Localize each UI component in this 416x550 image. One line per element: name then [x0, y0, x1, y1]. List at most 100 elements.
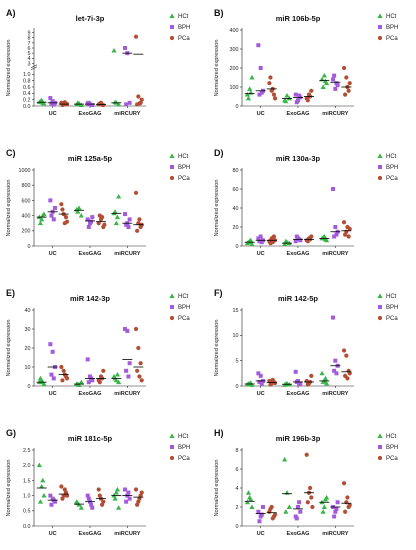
- data-point-hct: [283, 381, 289, 386]
- data-point-bph: [48, 493, 53, 498]
- data-point-hct: [39, 483, 45, 489]
- data-point-hct: [248, 237, 254, 243]
- panel-e: E) miR 142-3p 0 10 20 30 40 Normalized expressi…: [6, 288, 190, 397]
- data-point-pca: [309, 495, 314, 500]
- data-point-bph: [90, 505, 95, 510]
- data-point-pca: [343, 509, 348, 514]
- x-category-label: UC: [257, 391, 265, 397]
- data-point-bph: [49, 372, 54, 377]
- data-point-bph: [49, 213, 54, 218]
- data-point-pca: [341, 65, 347, 71]
- y-tick-label: 20: [233, 225, 239, 231]
- data-point-pca: [308, 485, 313, 491]
- data-point-bph: [332, 234, 337, 239]
- y-axis-label: Normalized expression: [214, 460, 220, 517]
- x-category-label: ExoGAG: [286, 111, 309, 117]
- legend-label: PCa: [178, 316, 190, 322]
- data-point-bph: [332, 73, 337, 78]
- data-point-hct: [377, 153, 383, 158]
- y-tick-label: 15: [233, 308, 239, 314]
- data-point-pca: [60, 378, 65, 383]
- legend-label: BPH: [178, 165, 190, 171]
- data-point-pca: [267, 81, 272, 86]
- data-point-bph: [124, 499, 129, 504]
- data-point-hct: [283, 509, 289, 514]
- data-point-bph: [334, 81, 339, 86]
- y-tick-label: 0: [28, 244, 31, 250]
- data-point-hct: [78, 213, 84, 218]
- data-point-pca: [347, 371, 352, 376]
- y-axis-label: Normalized expression: [214, 180, 220, 237]
- data-point-hct: [377, 293, 383, 298]
- panel-title: miR 106b-5p: [276, 14, 321, 23]
- data-point-pca: [344, 500, 349, 505]
- y-tick-label: 0: [236, 524, 239, 530]
- data-point-hct: [78, 379, 84, 385]
- y-tick-label: 10: [233, 333, 239, 339]
- data-point-bph: [332, 368, 337, 373]
- data-point-hct: [320, 509, 326, 514]
- data-point-pca: [169, 315, 175, 321]
- data-point-pca: [64, 219, 70, 224]
- data-point-pca: [377, 35, 383, 41]
- data-point-hct: [320, 84, 326, 89]
- data-point-bph: [49, 101, 54, 106]
- y-tick-label: 10: [25, 365, 31, 371]
- data-point-pca: [96, 221, 101, 226]
- legend-label: BPH: [386, 165, 398, 171]
- data-point-pca: [138, 361, 143, 366]
- y-tick-label: 3: [28, 61, 31, 67]
- axis-break-mark: [30, 66, 38, 70]
- y-tick-label: 2.0: [23, 463, 31, 469]
- data-point-bph: [378, 305, 382, 309]
- legend-label: BPH: [178, 305, 190, 311]
- data-point-bph: [258, 373, 263, 378]
- data-point-hct: [112, 496, 118, 501]
- data-point-hct: [114, 486, 121, 492]
- data-point-bph: [86, 225, 91, 229]
- data-point-pca: [169, 35, 175, 41]
- data-point-pca: [101, 368, 106, 373]
- data-point-hct: [116, 505, 122, 510]
- y-tick-label: 1000: [19, 168, 31, 174]
- data-point-pca: [59, 484, 64, 489]
- data-point-bph: [86, 100, 91, 105]
- x-category-label: UC: [49, 531, 57, 537]
- legend-label: HCt: [178, 294, 189, 300]
- data-point-pca: [345, 376, 350, 381]
- data-point-hct: [286, 504, 292, 509]
- data-point-hct: [116, 101, 122, 107]
- data-point-bph: [257, 239, 262, 244]
- data-point-bph: [48, 198, 53, 203]
- data-point-bph: [85, 493, 90, 498]
- data-point-pca: [271, 92, 277, 97]
- data-point-pca: [347, 226, 352, 231]
- panel-g: G) miR 181c-5p 0.0 0.5 1.0 1.5 2.0 2.5 Normalize…: [6, 428, 190, 537]
- y-tick-label: 0.0: [23, 104, 31, 110]
- data-point-hct: [169, 433, 175, 438]
- y-axis-label: Normalized expression: [6, 320, 12, 377]
- data-point-bph: [170, 445, 174, 449]
- data-point-hct: [322, 236, 329, 242]
- legend-label: HCt: [178, 434, 189, 440]
- x-category-label: miRCURY: [114, 111, 140, 117]
- x-category-label: miRCURY: [322, 111, 348, 117]
- data-point-hct: [76, 205, 82, 210]
- data-point-bph: [127, 496, 132, 501]
- data-point-bph: [331, 187, 336, 191]
- y-tick-label: 40: [25, 308, 31, 314]
- legend-label: BPH: [386, 445, 398, 451]
- data-point-pca: [347, 81, 352, 86]
- data-point-hct: [113, 489, 119, 495]
- y-tick-label: 200: [230, 66, 239, 72]
- data-point-bph: [51, 376, 56, 381]
- data-point-bph: [256, 236, 261, 241]
- data-point-pca: [133, 326, 139, 332]
- x-category-label: ExoGAG: [286, 391, 309, 397]
- y-axis-label: Normalized expression: [214, 320, 220, 377]
- data-point-pca: [309, 373, 314, 378]
- y-tick-label: 5: [28, 51, 31, 57]
- data-point-hct: [39, 216, 45, 222]
- data-point-pca: [139, 378, 144, 383]
- y-tick-label: 600: [22, 198, 31, 204]
